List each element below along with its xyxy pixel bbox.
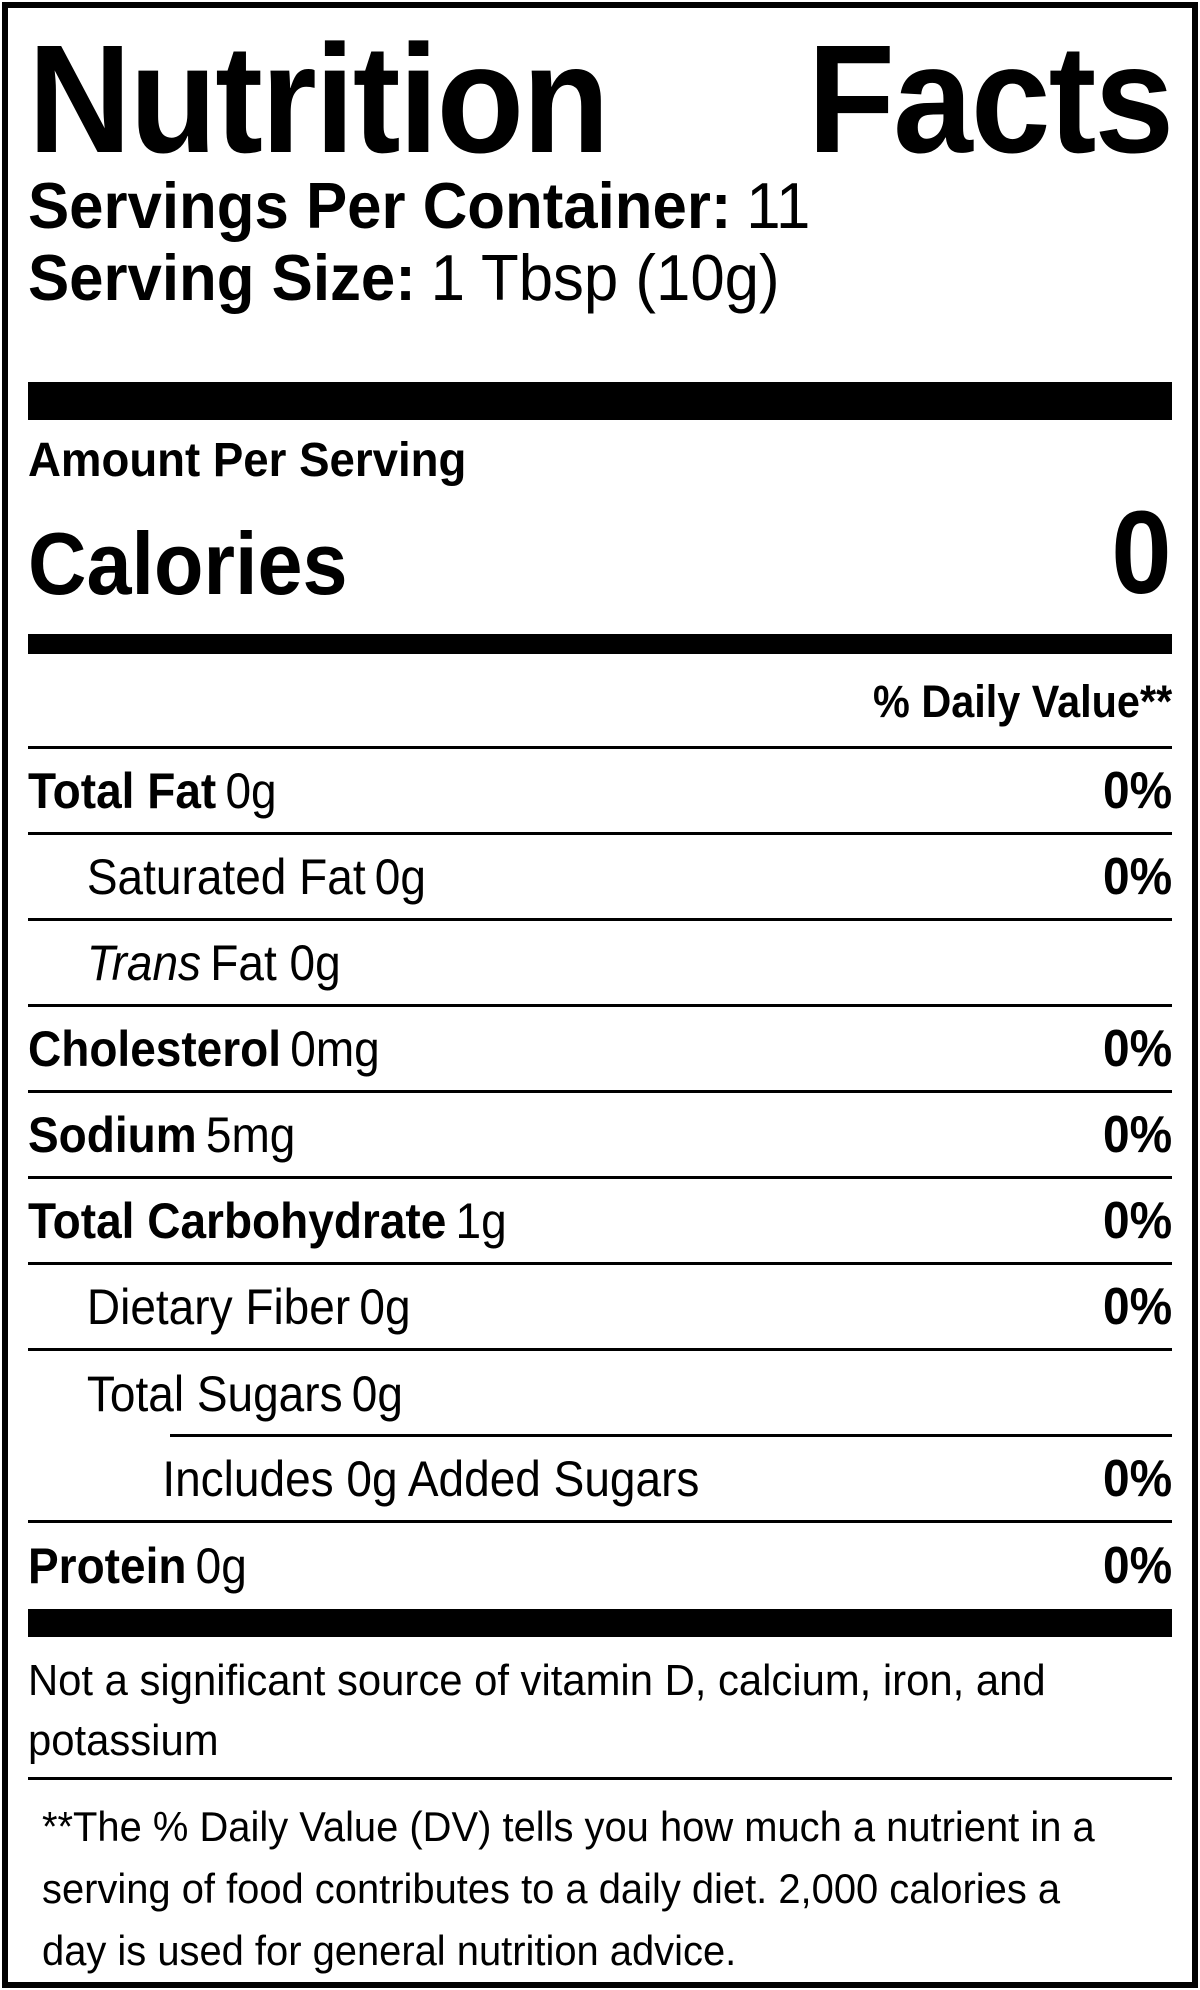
calories-value: 0 — [1111, 487, 1172, 620]
nutrient-daily-value: 0% — [1102, 1019, 1172, 1078]
calories-row: Calories 0 — [28, 487, 1172, 620]
nutrient-name: Saturated Fat — [86, 848, 366, 905]
nutrient-amount: 0g — [359, 1278, 411, 1335]
nutrient-name: Cholesterol — [28, 1020, 282, 1077]
nutrient-row-saturated-fat: Saturated Fat 0g 0% — [28, 835, 1172, 921]
nutrient-row-sodium: Sodium 5mg 0% — [28, 1093, 1172, 1179]
calories-label: Calories — [28, 514, 348, 613]
nutrient-name: Total Carbohydrate — [28, 1192, 447, 1249]
nutrient-amount: 0g — [195, 1538, 247, 1594]
nutrient-row-protein: Protein 0g 0% — [28, 1523, 1172, 1609]
nutrient-row-total-sugars: Total Sugars 0g — [28, 1351, 1172, 1437]
nutrient-daily-value: 0% — [1102, 761, 1172, 820]
nutrient-name: Includes 0g Added Sugars — [162, 1450, 700, 1507]
servings-per-container-value: 11 — [746, 169, 811, 242]
nutrient-amount: 1g — [455, 1192, 507, 1249]
nutrient-amount: 0g — [374, 848, 426, 905]
nutrient-name: Protein — [28, 1538, 187, 1594]
section-divider-bar-calories — [28, 634, 1172, 654]
nutrient-row-trans-fat: Trans Fat 0g — [28, 921, 1172, 1007]
servings-per-container-label: Servings Per Container: — [28, 169, 732, 242]
nutrient-row-added-sugars: Includes 0g Added Sugars 0% — [28, 1437, 1172, 1523]
nutrient-name: Dietary Fiber — [86, 1278, 351, 1335]
nutrient-row-total-fat: Total Fat 0g 0% — [28, 749, 1172, 835]
nutrient-daily-value: 0% — [1102, 847, 1172, 906]
nutrient-daily-value: 0% — [1102, 1537, 1172, 1595]
label-title: Nutrition Facts — [28, 13, 1174, 185]
nutrient-row-dietary-fiber: Dietary Fiber 0g 0% — [28, 1265, 1172, 1351]
serving-size-line: Serving Size: 1 Tbsp (10g) — [28, 242, 1172, 314]
nutrient-amount: Fat 0g — [210, 934, 341, 991]
title-word-facts: Facts — [807, 13, 1174, 185]
nutrient-name: Sodium — [28, 1106, 197, 1163]
nutrient-name: Total Sugars — [86, 1366, 343, 1422]
daily-value-header: % Daily Value** — [28, 654, 1172, 749]
nutrient-daily-value: 0% — [1102, 1277, 1172, 1336]
section-divider-bar-top — [28, 382, 1172, 420]
nutrient-name: Total Fat — [28, 762, 217, 819]
footnote-divider — [28, 1777, 1172, 1780]
nutrient-daily-value: 0% — [1102, 1449, 1172, 1508]
servings-per-container-line: Servings Per Container: 11 — [28, 170, 1172, 242]
serving-size-label: Serving Size: — [28, 241, 416, 314]
nutrient-amount: 0g — [351, 1366, 403, 1422]
nutrient-amount: 0g — [225, 762, 277, 819]
not-significant-note: Not a significant source of vitamin D, c… — [28, 1656, 1046, 1765]
nutrient-daily-value: 0% — [1102, 1105, 1172, 1164]
section-divider-bar-bottom — [28, 1609, 1172, 1637]
amount-per-serving-heading: Amount Per Serving — [28, 434, 467, 487]
nutrient-daily-value: 0% — [1102, 1191, 1172, 1250]
nutrient-amount: 5mg — [205, 1106, 296, 1163]
title-word-nutrition: Nutrition — [28, 13, 610, 185]
nutrient-name: Trans — [86, 934, 202, 991]
nutrient-row-cholesterol: Cholesterol 0mg 0% — [28, 1007, 1172, 1093]
nutrient-amount: 0mg — [290, 1020, 380, 1077]
daily-value-footnote: **The % Daily Value (DV) tells you how m… — [42, 1803, 1095, 1974]
serving-size-value: 1 Tbsp (10g) — [430, 241, 780, 314]
nutrient-row-total-carbohydrate: Total Carbohydrate 1g 0% — [28, 1179, 1172, 1265]
